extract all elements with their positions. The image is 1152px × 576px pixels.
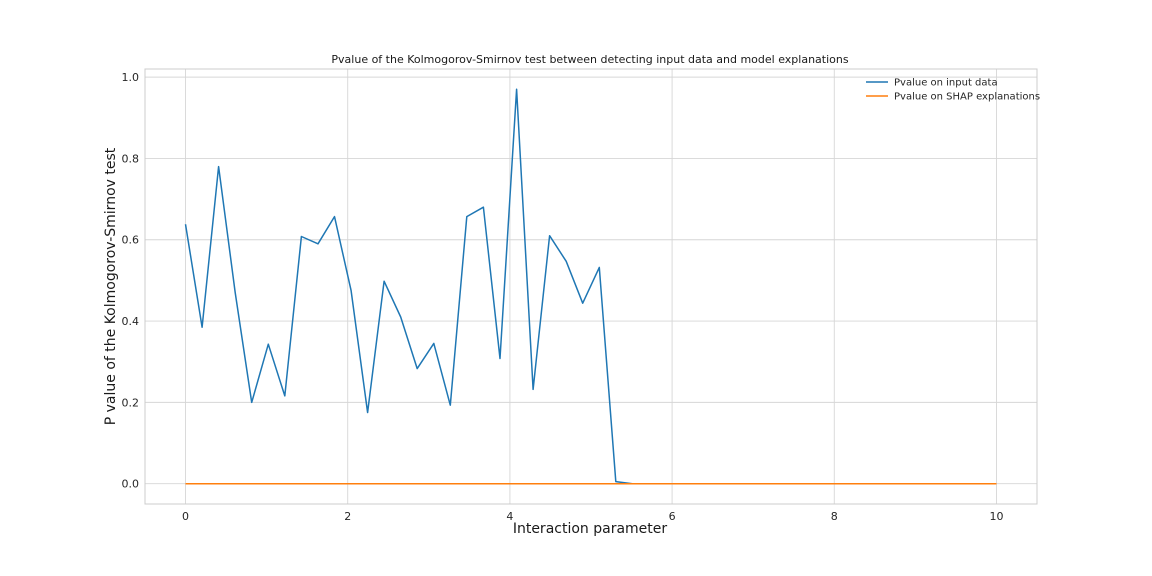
x-tick-label: 10 [989, 510, 1003, 523]
legend: Pvalue on input data Pvalue on SHAP expla… [866, 78, 1040, 103]
legend-label-2: Pvalue on SHAP explanations [894, 92, 1040, 103]
y-tick-label: 0.8 [122, 152, 140, 165]
y-tick-label: 1.0 [122, 71, 140, 84]
legend-label-1: Pvalue on input data [894, 78, 998, 89]
y-tick-label: 0.0 [122, 478, 140, 491]
y-axis-label: P value of the Kolmogorov-Smirnov test [103, 147, 119, 425]
x-tick-label: 4 [506, 510, 513, 523]
series-lines [184, 88, 997, 485]
y-axis: 0.0 0.2 0.4 0.6 0.8 1.0 [122, 71, 140, 491]
x-axis: 0 2 4 6 8 10 [182, 510, 1003, 523]
chart-title: Pvalue of the Kolmogorov-Smirnov test be… [331, 53, 848, 66]
x-axis-label: Interaction parameter [513, 521, 668, 537]
y-tick-label: 0.4 [122, 315, 140, 328]
x-tick-label: 0 [182, 510, 189, 523]
y-tick-label: 0.2 [122, 396, 140, 409]
plot-frame [144, 68, 1038, 505]
grid [145, 69, 1037, 504]
y-tick-label: 0.6 [122, 234, 140, 247]
series-line-1 [184, 88, 997, 485]
x-tick-label: 2 [344, 510, 351, 523]
x-tick-label: 8 [831, 510, 838, 523]
x-tick-label: 6 [669, 510, 676, 523]
